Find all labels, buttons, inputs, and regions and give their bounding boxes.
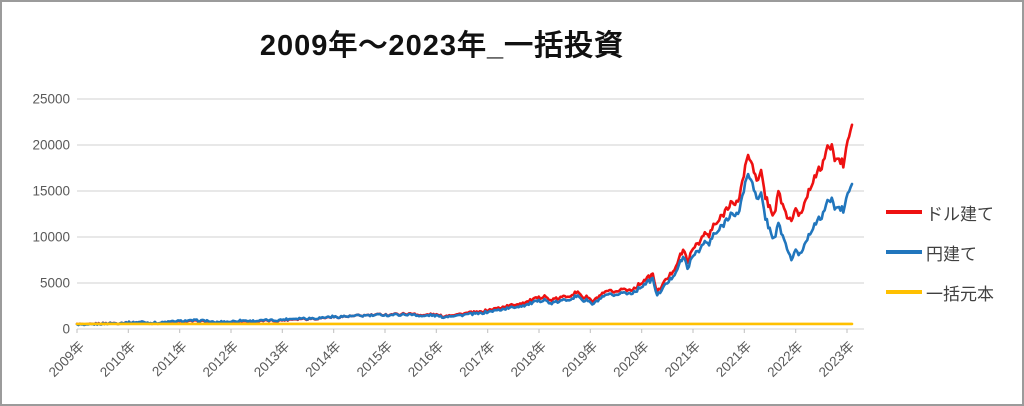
svg-text:2023年: 2023年 bbox=[816, 339, 857, 380]
legend-label-principal: 一括元本 bbox=[926, 284, 994, 304]
legend-label-yen: 円建て bbox=[926, 244, 977, 264]
svg-text:2021年: 2021年 bbox=[662, 339, 703, 380]
svg-text:15000: 15000 bbox=[32, 184, 70, 199]
legend-label-dollar: ドル建て bbox=[926, 204, 994, 224]
chart-legend: ドル建て 円建て 一括元本 bbox=[886, 192, 1016, 312]
svg-text:25000: 25000 bbox=[32, 92, 70, 107]
chart-title: 2009年〜2023年_一括投資 bbox=[259, 30, 625, 62]
svg-text:2022年: 2022年 bbox=[764, 339, 805, 380]
legend-line-swatch-yen bbox=[886, 250, 922, 254]
svg-text:2018年: 2018年 bbox=[508, 339, 549, 380]
svg-text:2021年: 2021年 bbox=[713, 339, 754, 380]
svg-text:2017年: 2017年 bbox=[456, 339, 497, 380]
svg-text:2010年: 2010年 bbox=[97, 339, 138, 380]
legend-line-swatch-dollar bbox=[886, 210, 922, 214]
svg-text:2019年: 2019年 bbox=[559, 339, 600, 380]
svg-text:2016年: 2016年 bbox=[405, 339, 446, 380]
svg-text:2015年: 2015年 bbox=[354, 339, 395, 380]
svg-text:10000: 10000 bbox=[32, 230, 70, 245]
svg-text:2011年: 2011年 bbox=[149, 339, 190, 380]
svg-text:2012年: 2012年 bbox=[200, 339, 241, 380]
legend-line-swatch-principal bbox=[886, 290, 922, 294]
svg-text:2020年: 2020年 bbox=[610, 339, 651, 380]
legend-item-yen: 円建て bbox=[886, 232, 1016, 272]
svg-text:2009年: 2009年 bbox=[46, 339, 87, 380]
legend-item-principal: 一括元本 bbox=[886, 272, 1016, 312]
svg-text:20000: 20000 bbox=[32, 138, 70, 153]
legend-item-dollar: ドル建て bbox=[886, 192, 1016, 232]
svg-text:2013年: 2013年 bbox=[251, 339, 292, 380]
svg-text:0: 0 bbox=[62, 322, 70, 337]
svg-text:5000: 5000 bbox=[40, 276, 70, 291]
svg-text:2014年: 2014年 bbox=[302, 339, 343, 380]
